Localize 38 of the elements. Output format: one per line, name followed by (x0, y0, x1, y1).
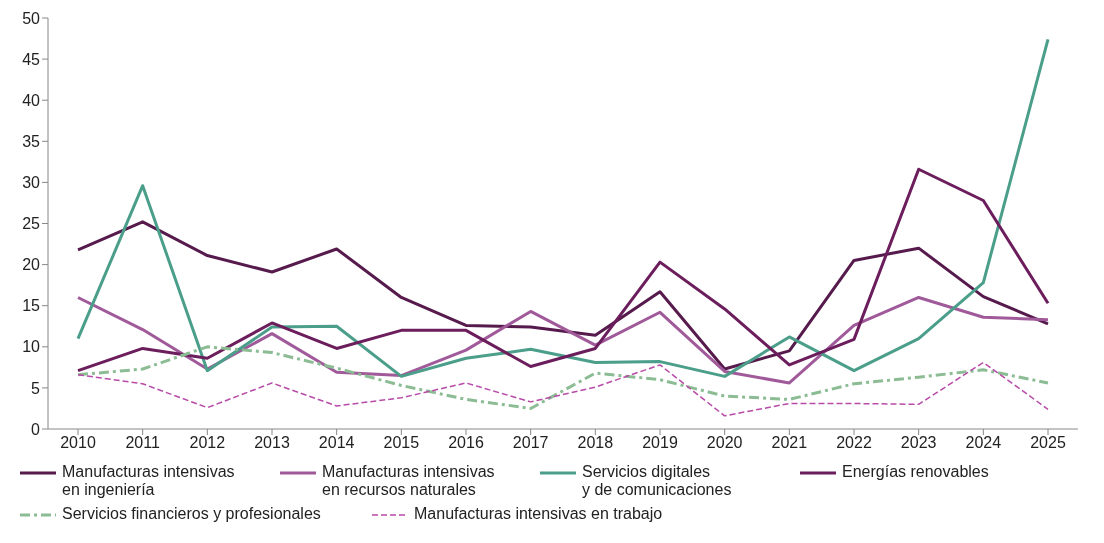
x-tick-label: 2025 (1030, 434, 1066, 452)
y-tick-label: 20 (22, 256, 41, 274)
line-series (76, 37, 1050, 378)
x-tick-label: 2019 (642, 434, 678, 452)
legend-label: Manufacturas intensivas en recursos naturales (322, 463, 495, 499)
line-series (77, 361, 1049, 417)
x-tick-label: 2013 (254, 434, 290, 452)
x-tick-label: 2018 (577, 434, 614, 452)
y-tick-label: 35 (22, 132, 41, 150)
legend-label: Energías renovables (842, 463, 989, 481)
y-tick-label: 45 (22, 50, 41, 68)
x-tick-label: 2014 (318, 434, 355, 452)
y-tick-label: 15 (22, 297, 41, 315)
y-tick-label: 10 (22, 338, 41, 356)
x-tick-label: 2020 (706, 434, 743, 452)
x-tick-label: 2024 (965, 434, 1002, 452)
y-tick-label: 30 (22, 174, 41, 192)
x-tick-label: 2015 (383, 434, 420, 452)
legend-label: Servicios financieros y profesionales (62, 505, 321, 523)
y-tick-label: 5 (31, 379, 41, 397)
legend-label: Manufacturas intensivas en trabajo (414, 505, 663, 523)
line-series (76, 220, 1050, 371)
x-tick-label: 2022 (836, 434, 872, 452)
x-tick-label: 2016 (448, 434, 484, 452)
x-tick-label: 2017 (512, 434, 549, 452)
legend-label: Manufacturas intensivas en ingeniería (62, 463, 235, 499)
x-tick-label: 2011 (125, 434, 160, 452)
x-tick-label: 2012 (189, 434, 226, 452)
y-tick-label: 25 (22, 215, 41, 233)
y-tick-label: 50 (22, 9, 41, 27)
line-series (76, 345, 1050, 410)
y-tick-label: 0 (31, 420, 41, 438)
line-series (76, 167, 1050, 373)
x-tick-label: 2010 (60, 434, 96, 452)
x-tick-label: 2021 (771, 434, 808, 452)
y-tick-label: 40 (22, 91, 41, 109)
legend-label: Servicios digitales y de comunicaciones (582, 463, 732, 499)
x-tick-label: 2023 (900, 434, 937, 452)
